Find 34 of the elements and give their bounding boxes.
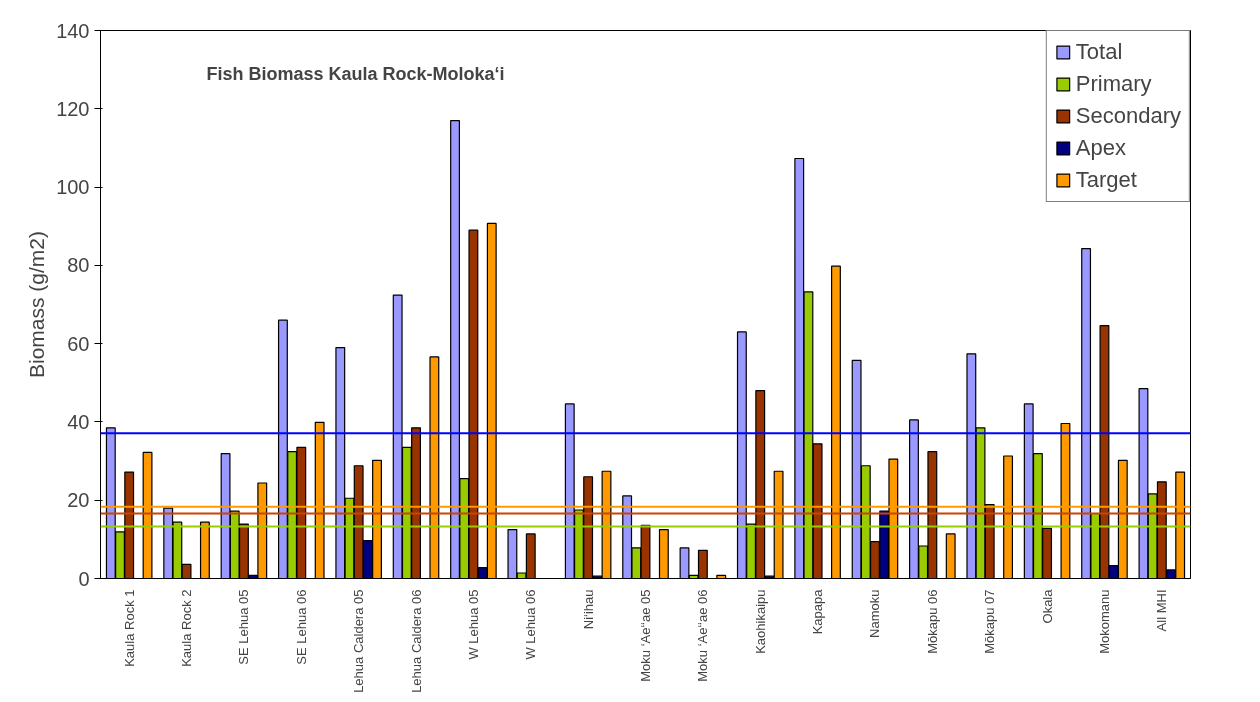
x-tick-label: Kaula Rock 1 xyxy=(121,589,137,667)
x-tick-label: Namoku xyxy=(867,589,883,638)
x-tick-label: W Lehua 06 xyxy=(523,589,539,660)
x-tick-label: Okala xyxy=(1039,588,1055,624)
legend-label: Secondary xyxy=(1075,103,1181,129)
y-tick-label: 0 xyxy=(78,567,90,590)
x-tick-label: Lehua Caldera 06 xyxy=(408,589,424,693)
x-tick-label: Mōkapu 06 xyxy=(924,589,940,654)
legend-label: Target xyxy=(1075,167,1137,193)
x-tick-label: All MHI xyxy=(1154,589,1170,632)
legend-label: Apex xyxy=(1075,135,1126,161)
x-tick-label: SE Lehua 05 xyxy=(236,589,252,665)
x-tick-label: Mōkapu 07 xyxy=(982,589,998,654)
legend-label: Primary xyxy=(1075,71,1152,97)
x-tick-label: Lehua Caldera 05 xyxy=(351,589,367,693)
x-tick-label: Ni‘ihau xyxy=(580,589,596,630)
y-tick-label: 40 xyxy=(67,410,90,433)
y-tick-label: 60 xyxy=(67,332,90,355)
x-tick-label: Mokomanu xyxy=(1096,589,1112,654)
x-tick-label: SE Lehua 06 xyxy=(293,589,309,665)
y-tick-label: 120 xyxy=(56,97,90,120)
x-tick-label: Kaohikaipu xyxy=(752,589,768,654)
x-tick-label: Moku ‘Ae‘‘ae 05 xyxy=(638,589,653,682)
x-tick-label: Kapapa xyxy=(810,588,826,635)
x-tick-label: Moku ‘Ae‘‘ae 06 xyxy=(695,589,711,682)
text: Fish Biomass Kaula Rock-Moloka‘i xyxy=(206,63,505,84)
y-tick-label: 80 xyxy=(67,254,90,277)
x-tick-label: Kaula Rock 2 xyxy=(179,589,195,667)
y-tick-label: 140 xyxy=(56,19,90,42)
y-axis-title: Biomass (g/m2) xyxy=(25,230,49,379)
legend-label: Total xyxy=(1075,39,1123,65)
x-tick-label: W Lehua 05 xyxy=(465,589,481,660)
y-tick-label: 100 xyxy=(56,176,90,199)
y-tick-label: 20 xyxy=(67,489,90,512)
